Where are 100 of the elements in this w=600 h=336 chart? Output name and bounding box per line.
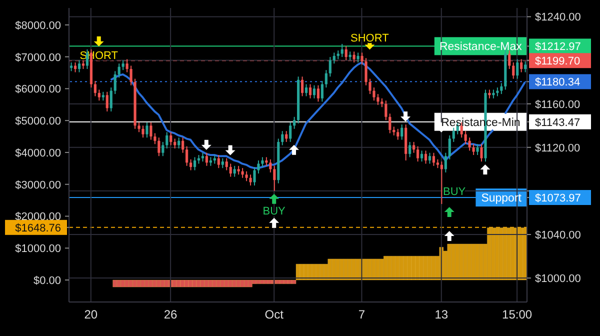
candlestick bbox=[320, 80, 324, 102]
candlestick bbox=[289, 122, 292, 142]
candlestick bbox=[182, 137, 184, 154]
candlestick bbox=[472, 144, 475, 156]
candlestick bbox=[480, 144, 483, 162]
candlestick bbox=[257, 160, 260, 174]
bar bbox=[112, 280, 118, 288]
candlestick bbox=[233, 165, 236, 178]
candlestick bbox=[476, 144, 479, 156]
bar bbox=[212, 280, 217, 288]
bar bbox=[116, 280, 122, 288]
candlestick bbox=[324, 70, 328, 88]
bar bbox=[256, 280, 260, 284]
bar bbox=[232, 280, 237, 288]
candlestick bbox=[316, 84, 320, 102]
candlestick bbox=[166, 132, 168, 149]
candlestick bbox=[384, 100, 388, 121]
bar bbox=[284, 280, 288, 284]
y2-tick-label: $6000.00 bbox=[15, 84, 61, 96]
candlestick bbox=[432, 152, 436, 166]
candlestick bbox=[368, 78, 372, 95]
y2-tick-label: $1000.00 bbox=[15, 243, 61, 256]
candlestick bbox=[170, 132, 172, 146]
candlestick bbox=[249, 174, 252, 186]
annotation: SHORT bbox=[350, 32, 390, 44]
y-tick-label: $1180.34 bbox=[535, 76, 580, 89]
candlestick bbox=[225, 158, 228, 171]
x-tick-label: 26 bbox=[164, 308, 178, 322]
y-tick-label: $1120.00 bbox=[535, 142, 580, 154]
y-tick-label: $1000.00 bbox=[535, 273, 581, 286]
candlestick bbox=[464, 130, 467, 145]
candlestick bbox=[158, 137, 160, 157]
candlestick bbox=[300, 76, 304, 97]
candlestick bbox=[281, 130, 284, 146]
bar bbox=[136, 280, 141, 288]
candlestick bbox=[114, 70, 116, 95]
bar bbox=[276, 280, 280, 284]
bar bbox=[188, 280, 193, 288]
candlestick bbox=[396, 128, 400, 140]
y-tick-label: $1040.00 bbox=[535, 229, 581, 242]
candlestick bbox=[372, 86, 376, 102]
bar bbox=[220, 280, 225, 288]
candlestick bbox=[332, 52, 336, 64]
candlestick bbox=[400, 124, 404, 140]
bar bbox=[128, 280, 133, 288]
y2-tick-label: $7000.00 bbox=[15, 52, 61, 64]
candlestick bbox=[162, 141, 164, 157]
bar bbox=[192, 280, 197, 288]
candlestick bbox=[261, 156, 264, 168]
bar bbox=[132, 280, 137, 288]
candlestick bbox=[122, 60, 124, 71]
candlestick bbox=[388, 113, 392, 134]
candlestick bbox=[376, 94, 380, 106]
candlestick bbox=[78, 60, 81, 73]
bar bbox=[228, 280, 233, 288]
bar bbox=[208, 280, 213, 288]
x-tick-label: 7 bbox=[358, 308, 366, 322]
bar bbox=[288, 280, 292, 284]
candlestick bbox=[154, 132, 156, 145]
x-tick-label: Oct bbox=[264, 308, 284, 322]
bar bbox=[156, 280, 161, 288]
bar bbox=[224, 280, 229, 288]
annotation: BUY bbox=[262, 206, 286, 218]
y-tick-label: $1143.47 bbox=[535, 116, 580, 129]
y2-tick-label: $2000.00 bbox=[15, 211, 61, 224]
y2-tick-label: $4000.00 bbox=[15, 147, 61, 160]
candlestick bbox=[106, 91, 108, 112]
bar bbox=[120, 280, 126, 288]
candlestick bbox=[205, 152, 208, 166]
candlestick bbox=[416, 146, 420, 162]
candlestick bbox=[424, 150, 428, 164]
candlestick bbox=[185, 146, 188, 166]
candlestick bbox=[193, 156, 196, 171]
candlestick bbox=[253, 166, 256, 186]
candlestick bbox=[304, 84, 308, 97]
bar bbox=[248, 280, 252, 288]
candlestick bbox=[221, 158, 224, 169]
candlestick bbox=[142, 125, 144, 138]
candlestick bbox=[420, 150, 424, 162]
y-tick-label: $1240.00 bbox=[535, 12, 581, 24]
bar bbox=[240, 280, 244, 288]
x-tick-label: 20 bbox=[84, 308, 98, 322]
candlestick bbox=[308, 84, 312, 99]
bar bbox=[140, 280, 145, 288]
candlestick bbox=[468, 137, 471, 152]
bar bbox=[216, 280, 221, 288]
candlestick bbox=[98, 89, 100, 102]
bar bbox=[160, 280, 165, 288]
candlestick bbox=[516, 58, 519, 80]
candlestick bbox=[408, 141, 412, 158]
candlestick bbox=[118, 63, 120, 78]
candlestick bbox=[444, 152, 447, 173]
candlestick bbox=[126, 58, 128, 73]
y2-tick-label: $5000.00 bbox=[15, 116, 61, 128]
y-tick-label: $1073.97 bbox=[535, 192, 581, 204]
bar bbox=[184, 280, 189, 288]
candlestick bbox=[74, 62, 77, 73]
y-tick-label: $1212.97 bbox=[535, 41, 581, 54]
bar bbox=[124, 280, 130, 288]
bar bbox=[200, 280, 205, 288]
